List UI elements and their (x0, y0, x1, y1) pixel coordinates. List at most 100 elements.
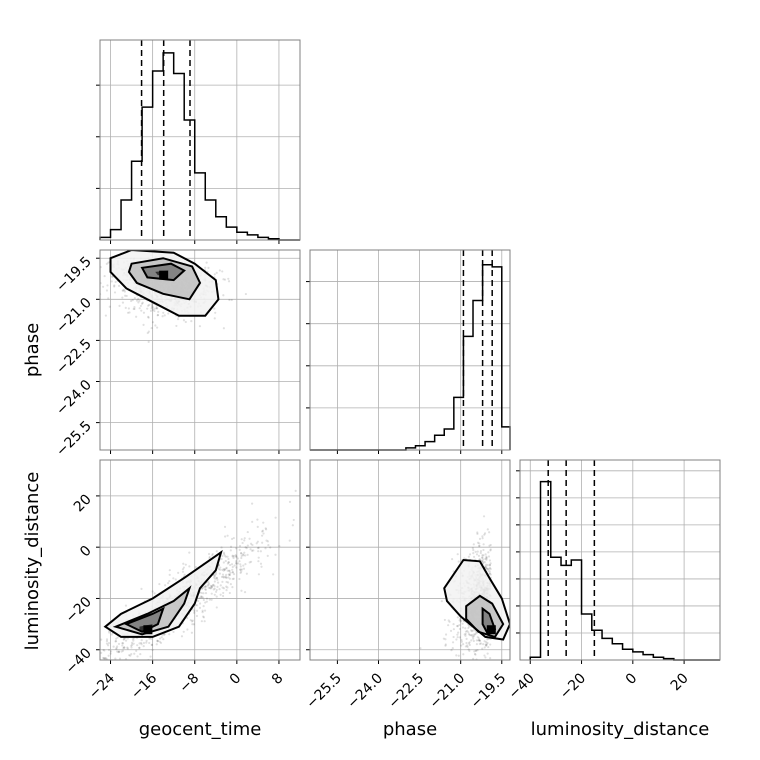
scatter-point (213, 574, 216, 577)
scatter-point (206, 584, 209, 587)
scatter-point (202, 616, 206, 619)
scatter-point (120, 665, 122, 667)
scatter-point (488, 570, 491, 573)
y-tick-label-luminosity-distance: 20 (71, 491, 95, 515)
scatter-point (481, 560, 484, 563)
scatter-point (124, 306, 127, 309)
scatter-point (478, 542, 481, 545)
density-peak (486, 625, 496, 635)
scatter-point (132, 642, 135, 645)
scatter-point (248, 537, 251, 540)
scatter-point (229, 549, 232, 552)
scatter-point (122, 637, 126, 641)
scatter-point (132, 307, 135, 311)
scatter-point (123, 288, 126, 291)
histogram-step-geocent-time (99, 52, 300, 241)
scatter-point (105, 262, 108, 265)
scatter-point (467, 625, 471, 628)
scatter-point (260, 565, 263, 568)
scatter-point (481, 554, 484, 557)
contour-line (443, 558, 510, 641)
scatter-point (168, 633, 171, 636)
scatter-point (472, 657, 475, 660)
scatter-point (175, 324, 178, 328)
scatter-point (230, 537, 234, 541)
scatter-point (488, 566, 492, 570)
scatter-point (120, 650, 123, 653)
scatter-point (229, 563, 232, 567)
scatter-point (449, 629, 453, 632)
scatter-point (243, 590, 247, 594)
scatter-point (240, 568, 244, 571)
scatter-point (85, 680, 87, 682)
density-peak (143, 625, 153, 635)
scatter-point (130, 644, 133, 647)
scatter-point (232, 536, 235, 540)
scatter-point (110, 633, 113, 636)
scatter-point (487, 551, 490, 554)
scatter-point (471, 629, 475, 632)
scatter-point (225, 567, 228, 570)
scatter-point (109, 650, 113, 653)
scatter-point (150, 326, 153, 330)
scatter-point (251, 543, 254, 547)
scatter-point (218, 269, 221, 272)
x-axis-label-phase: phase (383, 719, 437, 740)
scatter-point (485, 567, 489, 570)
scatter-point (140, 641, 143, 645)
scatter-point (210, 585, 213, 588)
scatter-point (101, 285, 105, 288)
scatter-point (219, 566, 222, 569)
scatter-point (479, 551, 482, 555)
scatter-point (195, 614, 199, 618)
scatter-point (121, 649, 125, 652)
scatter-point (222, 551, 226, 554)
scatter-point (458, 627, 462, 631)
scatter-point (246, 553, 249, 556)
scatter-point (475, 649, 478, 652)
scatter-point (123, 646, 126, 649)
scatter-point (488, 544, 491, 547)
scatter-point (145, 639, 148, 642)
y-tick-label-luminosity-distance: −40 (63, 645, 95, 677)
scatter-point (231, 555, 234, 558)
scatter-point (264, 547, 267, 550)
scatter-point (230, 563, 234, 566)
scatter-point (482, 661, 484, 663)
panel-content (85, 489, 297, 682)
scatter-point (471, 635, 474, 638)
scatter-point (221, 568, 224, 572)
scatter-point (485, 640, 488, 644)
scatter-point (464, 634, 467, 637)
contour-line (465, 594, 505, 639)
x-tick-label-geocent-time: −8 (176, 670, 202, 696)
scatter-point (208, 586, 212, 590)
scatter-point (221, 270, 224, 273)
scatter-point (261, 541, 264, 544)
scatter-point (150, 304, 154, 308)
scatter-point (102, 648, 105, 652)
scatter-point (213, 317, 216, 320)
scatter-point (248, 561, 251, 564)
scatter-point (121, 289, 124, 292)
scatter-point (456, 624, 459, 628)
scatter-point (150, 637, 153, 640)
scatter-point (155, 643, 158, 646)
scatter-point (195, 609, 199, 612)
scatter-point (241, 541, 244, 545)
scatter-point (201, 587, 204, 590)
scatter-point (188, 565, 191, 568)
y-axis-label-luminosity-distance: luminosity_distance (22, 472, 43, 651)
scatter-point (177, 571, 180, 574)
scatter-point (488, 531, 491, 534)
scatter-point (117, 642, 121, 646)
scatter-point (107, 261, 110, 264)
scatter-point (222, 569, 225, 572)
scatter-point (213, 575, 216, 578)
scatter-point (489, 657, 492, 660)
scatter-point (107, 642, 111, 645)
scatter-point (228, 591, 231, 595)
scatter-point (231, 571, 234, 574)
scatter-point (483, 672, 485, 674)
